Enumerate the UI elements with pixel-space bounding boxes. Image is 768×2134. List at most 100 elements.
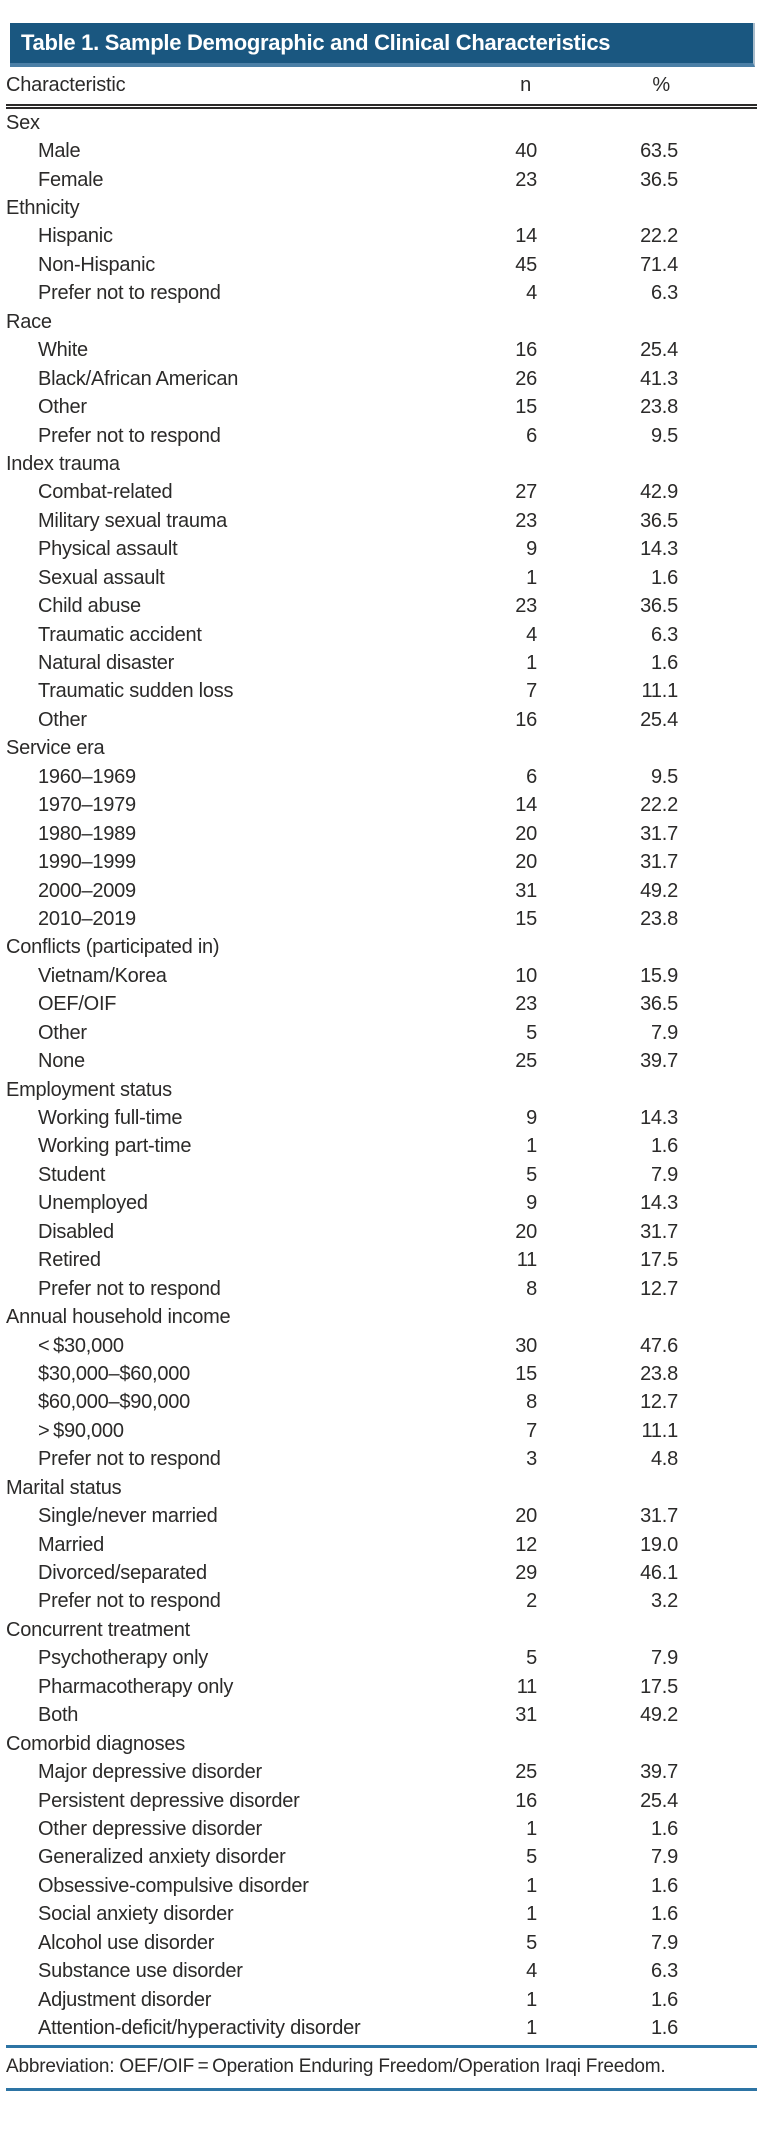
row-n-value: 2 bbox=[526, 1590, 537, 1613]
row-n-value: 11 bbox=[516, 1675, 538, 1698]
row-label: Both bbox=[38, 1704, 79, 1727]
row-label: Persistent depressive disorder bbox=[38, 1789, 300, 1812]
row-label: Traumatic accident bbox=[38, 623, 202, 646]
row-pct-value: 14.3 bbox=[640, 1107, 678, 1130]
table-row: Other 5 7.9 bbox=[6, 1019, 757, 1047]
table-row: Prefer not to respond 2 3.2 bbox=[6, 1588, 757, 1616]
row-pct-value: 23.8 bbox=[640, 396, 678, 419]
row-label: Child abuse bbox=[38, 595, 141, 618]
row-n-value: 15 bbox=[515, 396, 537, 419]
row-label: Attention-deficit/hyperactivity disorder bbox=[38, 2017, 361, 2040]
row-pct-value: 49.2 bbox=[640, 879, 678, 902]
row-label: $60,000–$90,000 bbox=[38, 1391, 190, 1414]
row-n-value: 16 bbox=[515, 708, 537, 731]
row-label: > $90,000 bbox=[38, 1419, 124, 1442]
row-n-value: 26 bbox=[515, 367, 537, 390]
section-row: Service era bbox=[6, 735, 757, 763]
table-row: Student 5 7.9 bbox=[6, 1161, 757, 1189]
table-row: Female 23 36.5 bbox=[6, 166, 757, 194]
table-row: Prefer not to respond 6 9.5 bbox=[6, 422, 757, 450]
row-label: None bbox=[38, 1050, 85, 1073]
row-pct-value: 25.4 bbox=[640, 1789, 678, 1812]
section-label: Index trauma bbox=[6, 452, 120, 475]
row-label: Other bbox=[38, 708, 87, 731]
row-n-value: 11 bbox=[516, 1249, 538, 1272]
table-row: 1970–1979 14 22.2 bbox=[6, 792, 757, 820]
row-pct-value: 9.5 bbox=[650, 765, 678, 788]
table-row: Working full-time 9 14.3 bbox=[6, 1104, 757, 1132]
section-label: Marital status bbox=[6, 1476, 122, 1499]
table-row: Social anxiety disorder 1 1.6 bbox=[6, 1901, 757, 1929]
table-row: Prefer not to respond 8 12.7 bbox=[6, 1275, 757, 1303]
table-row: 2000–2009 31 49.2 bbox=[6, 877, 757, 905]
row-label: Retired bbox=[38, 1249, 101, 1272]
row-pct-value: 1.6 bbox=[650, 1903, 678, 1926]
row-pct-value: 17.5 bbox=[640, 1675, 678, 1698]
table-row: Non-Hispanic 45 71.4 bbox=[6, 251, 757, 279]
table-row: Prefer not to respond 3 4.8 bbox=[6, 1446, 757, 1474]
row-label: $30,000–$60,000 bbox=[38, 1362, 190, 1385]
row-n-value: 5 bbox=[526, 1163, 537, 1186]
row-label: Prefer not to respond bbox=[38, 424, 221, 447]
section-label: Race bbox=[6, 310, 52, 333]
footnote-rule-top bbox=[6, 2044, 757, 2048]
section-row: Comorbid diagnoses bbox=[6, 1730, 757, 1758]
row-label: Prefer not to respond bbox=[38, 1277, 221, 1300]
row-pct-value: 31.7 bbox=[640, 822, 678, 845]
row-pct-value: 36.5 bbox=[640, 595, 678, 618]
table-row: Other 15 23.8 bbox=[6, 393, 757, 421]
footnote: Abbreviation: OEF/OIF = Operation Enduri… bbox=[6, 2055, 666, 2077]
row-label: Non-Hispanic bbox=[38, 253, 156, 276]
table-row: Other depressive disorder 1 1.6 bbox=[6, 1815, 757, 1843]
row-label: Adjustment disorder bbox=[38, 1988, 212, 2011]
row-n-value: 31 bbox=[515, 879, 537, 902]
row-label: Social anxiety disorder bbox=[38, 1903, 234, 1926]
row-pct-value: 23.8 bbox=[640, 907, 678, 930]
row-label: Married bbox=[38, 1533, 105, 1556]
section-row: Sex bbox=[6, 109, 757, 137]
table-row: Retired 11 17.5 bbox=[6, 1247, 757, 1275]
row-n-value: 15 bbox=[515, 1362, 537, 1385]
row-n-value: 8 bbox=[526, 1277, 537, 1300]
section-label: Sex bbox=[6, 111, 40, 134]
row-n-value: 4 bbox=[526, 1960, 537, 1983]
row-n-value: 15 bbox=[515, 907, 537, 930]
section-row: Annual household income bbox=[6, 1303, 757, 1331]
section-row: Marital status bbox=[6, 1474, 757, 1502]
row-n-value: 1 bbox=[526, 1903, 537, 1926]
table-row: Combat-related 27 42.9 bbox=[6, 479, 757, 507]
column-header-n: n bbox=[520, 74, 531, 96]
row-n-value: 45 bbox=[515, 253, 537, 276]
row-n-value: 8 bbox=[526, 1391, 537, 1414]
row-pct-value: 1.6 bbox=[650, 2017, 678, 2040]
row-n-value: 4 bbox=[526, 282, 537, 305]
section-label: Service era bbox=[6, 737, 105, 760]
row-label: Military sexual trauma bbox=[38, 509, 228, 532]
table-row: > $90,000 7 11.1 bbox=[6, 1417, 757, 1445]
row-pct-value: 1.6 bbox=[650, 1874, 678, 1897]
row-label: 2000–2009 bbox=[38, 879, 136, 902]
row-label: Female bbox=[38, 168, 104, 191]
table-row: Working part-time 1 1.6 bbox=[6, 1133, 757, 1161]
row-n-value: 6 bbox=[526, 424, 537, 447]
row-label: Vietnam/Korea bbox=[38, 964, 167, 987]
row-pct-value: 11.1 bbox=[641, 680, 679, 703]
row-label: Prefer not to respond bbox=[38, 1448, 221, 1471]
table-row: Natural disaster 1 1.6 bbox=[6, 649, 757, 677]
row-n-value: 5 bbox=[526, 1931, 537, 1954]
row-pct-value: 31.7 bbox=[640, 851, 678, 874]
table-body: Sex Male 40 63.5 Female 23 36.5 Ethnicity Hispan… bbox=[6, 109, 757, 2043]
row-pct-value: 7.9 bbox=[650, 1846, 678, 1869]
row-pct-value: 1.6 bbox=[650, 1135, 678, 1158]
row-label: 1990–1999 bbox=[38, 851, 136, 874]
table-row: Obsessive-compulsive disorder 1 1.6 bbox=[6, 1872, 757, 1900]
section-label: Ethnicity bbox=[6, 197, 80, 220]
section-row: Concurrent treatment bbox=[6, 1616, 757, 1644]
table-row: Unemployed 9 14.3 bbox=[6, 1190, 757, 1218]
table-row: Major depressive disorder 25 39.7 bbox=[6, 1758, 757, 1786]
row-n-value: 9 bbox=[526, 1192, 537, 1215]
row-pct-value: 3.2 bbox=[650, 1590, 678, 1613]
table-row: Traumatic sudden loss 7 11.1 bbox=[6, 678, 757, 706]
section-row: Conflicts (participated in) bbox=[6, 934, 757, 962]
table-row: Child abuse 23 36.5 bbox=[6, 592, 757, 620]
